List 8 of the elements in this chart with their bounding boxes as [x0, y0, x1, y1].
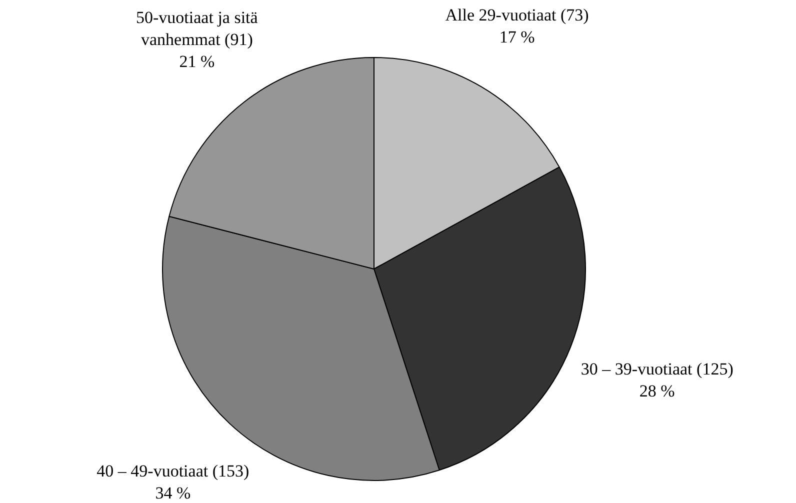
- slice-label: 30 – 39-vuotiaat (125): [580, 360, 734, 379]
- data-label: 17 %: [499, 28, 535, 47]
- slice-label: Alle 29-vuotiaat (73): [445, 6, 589, 25]
- slice-label: 50-vuotiaat ja sitä vanhemmat (91): [136, 8, 258, 50]
- data-label: 34 %: [155, 484, 191, 503]
- data-label: 28 %: [639, 382, 675, 401]
- data-label: 21 %: [179, 52, 215, 72]
- slice-label: 40 – 49-vuotiaat (153): [96, 462, 250, 481]
